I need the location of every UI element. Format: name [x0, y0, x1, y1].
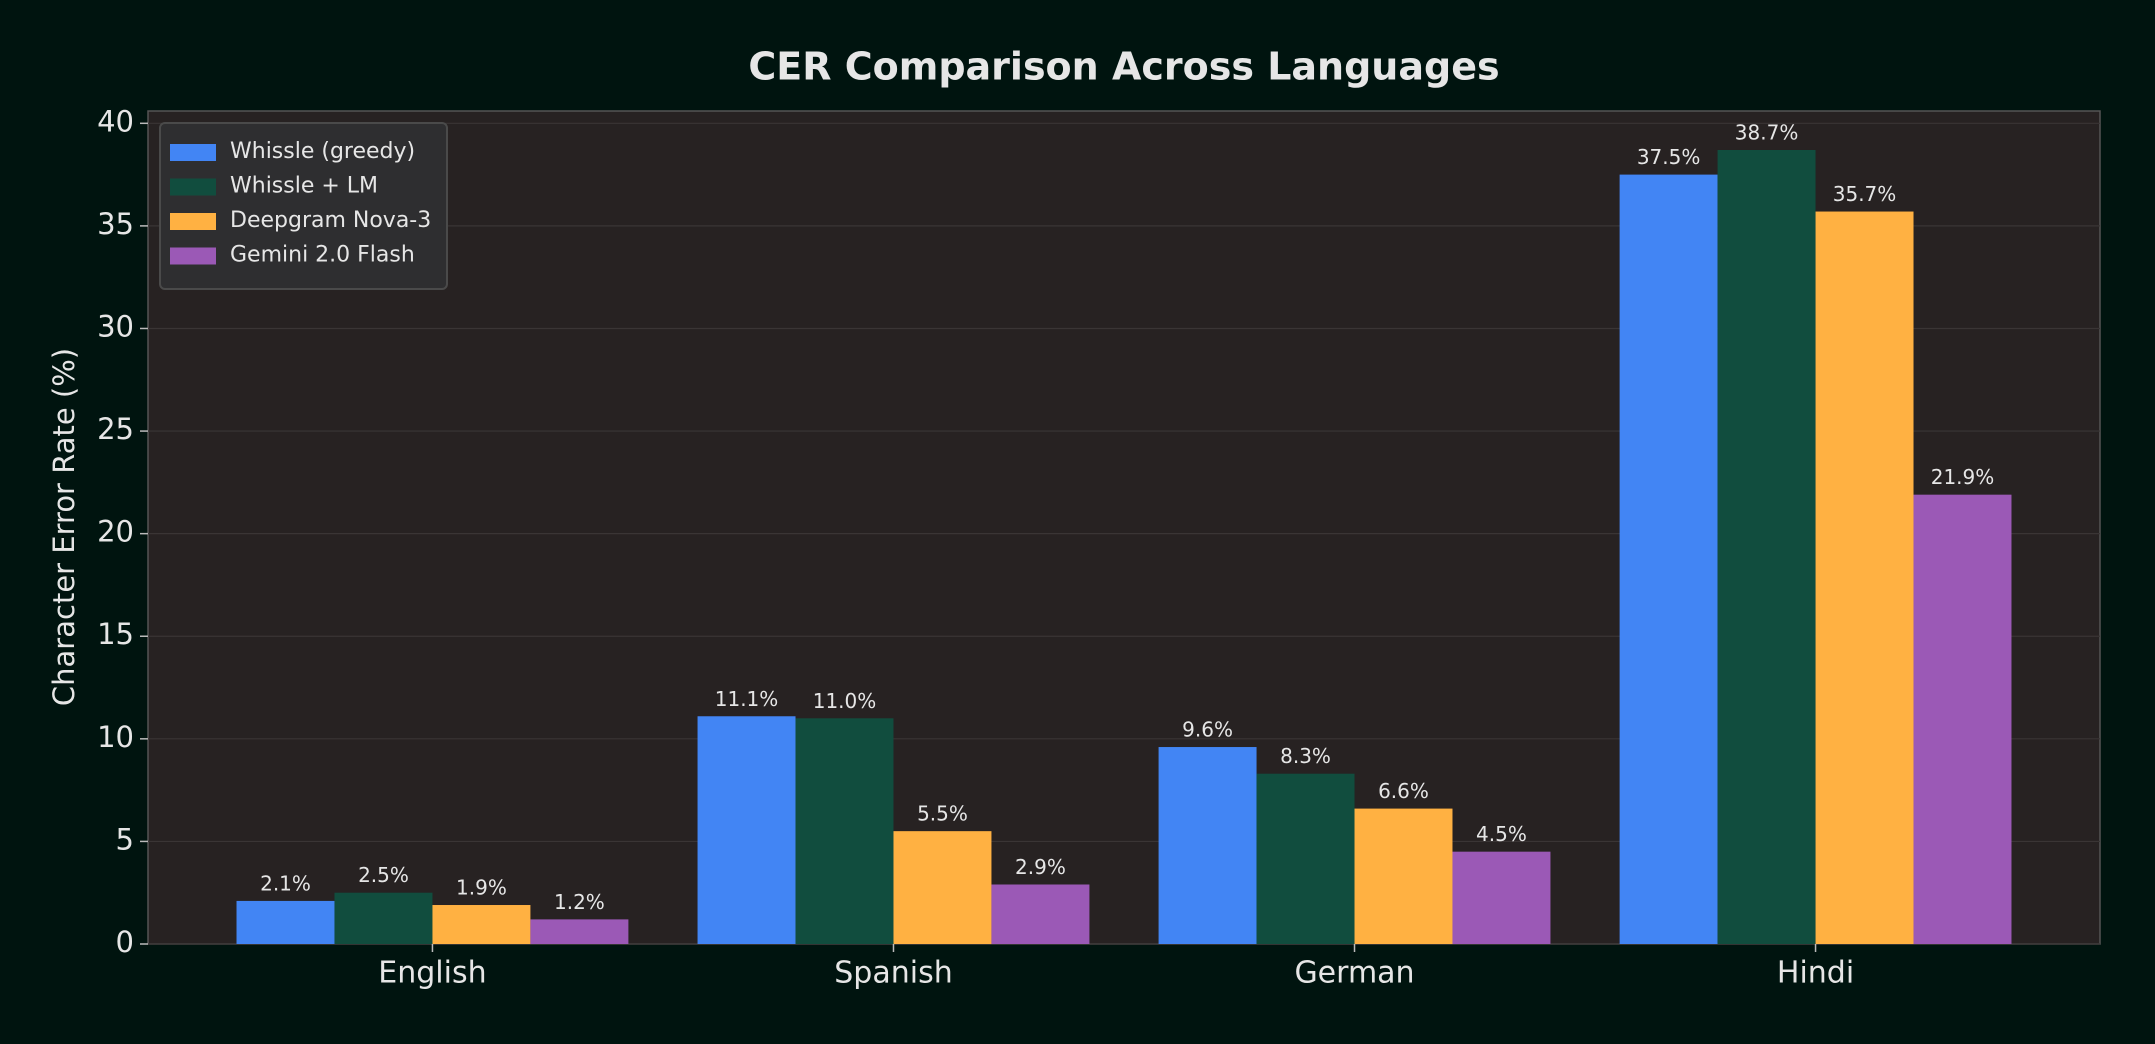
- value-label: 37.5%: [1637, 145, 1701, 169]
- legend-label: Deepgram Nova-3: [230, 208, 431, 233]
- value-label: 11.0%: [813, 689, 877, 713]
- value-label: 1.2%: [554, 890, 605, 914]
- y-axis-label: Character Error Rate (%): [47, 348, 81, 706]
- value-label: 6.6%: [1378, 779, 1429, 803]
- bar: [1158, 747, 1257, 944]
- bar: [795, 718, 894, 944]
- bar: [1913, 494, 2012, 944]
- bar: [991, 884, 1090, 944]
- legend-swatch: [170, 178, 216, 196]
- value-label: 35.7%: [1833, 182, 1897, 206]
- legend-label: Whissle (greedy): [230, 139, 415, 164]
- value-label: 8.3%: [1280, 744, 1331, 768]
- bar: [1717, 149, 1816, 944]
- chart-title: CER Comparison Across Languages: [748, 45, 1499, 89]
- legend-swatch: [170, 247, 216, 265]
- value-label: 38.7%: [1735, 120, 1799, 144]
- bar: [893, 831, 992, 944]
- y-tick-label: 5: [116, 822, 134, 856]
- x-tick-label: Hindi: [1777, 956, 1854, 991]
- bar: [530, 919, 629, 944]
- bar: [432, 905, 531, 944]
- value-label: 9.6%: [1182, 718, 1233, 742]
- x-tick-label: Spanish: [834, 956, 952, 991]
- bar: [697, 716, 796, 944]
- value-label: 5.5%: [917, 802, 968, 826]
- bar: [1619, 174, 1718, 944]
- y-tick-label: 40: [97, 104, 134, 138]
- value-label: 4.5%: [1476, 822, 1527, 846]
- legend-swatch: [170, 213, 216, 230]
- y-tick-label: 20: [97, 515, 134, 549]
- value-label: 2.9%: [1015, 855, 1066, 879]
- bar: [334, 892, 433, 944]
- legend-label: Gemini 2.0 Flash: [230, 243, 415, 268]
- value-label: 21.9%: [1931, 465, 1995, 489]
- value-label: 1.9%: [456, 876, 507, 900]
- legend-swatch: [170, 144, 216, 161]
- y-tick-label: 35: [97, 207, 134, 241]
- bar: [1256, 773, 1355, 944]
- value-label: 2.1%: [260, 871, 311, 895]
- y-tick-label: 10: [97, 720, 134, 754]
- y-tick-label: 0: [116, 925, 134, 959]
- value-label: 11.1%: [715, 687, 779, 711]
- x-tick-label: English: [378, 956, 486, 991]
- bar: [1815, 211, 1914, 944]
- y-tick-label: 25: [97, 412, 134, 446]
- legend-box: [159, 122, 448, 290]
- y-tick-label: 30: [97, 309, 134, 343]
- bar: [1452, 851, 1551, 944]
- value-label: 2.5%: [358, 863, 409, 887]
- x-tick-label: German: [1294, 956, 1414, 991]
- bar: [1354, 808, 1453, 944]
- y-tick-label: 15: [97, 617, 134, 651]
- bar: [236, 900, 335, 944]
- legend-label: Whissle + LM: [230, 174, 378, 199]
